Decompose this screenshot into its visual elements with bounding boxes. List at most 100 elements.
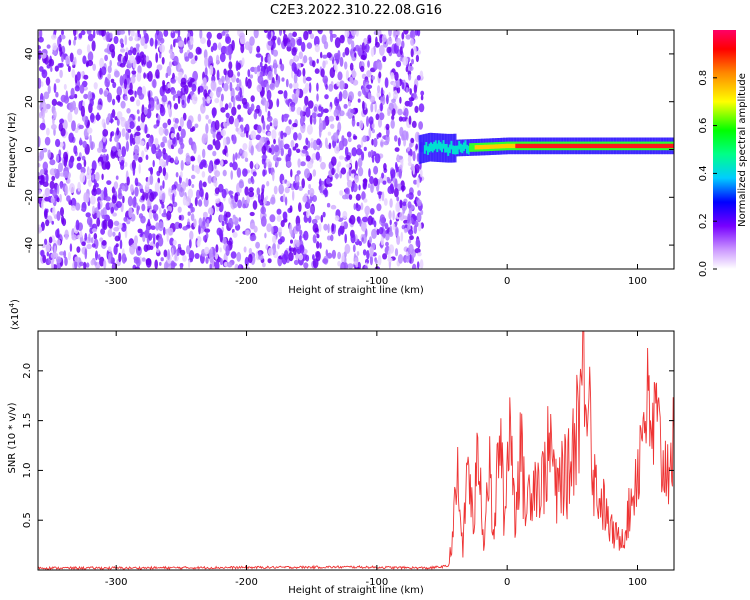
noise-speckle [214,260,220,269]
noise-speckle [401,81,405,90]
noise-speckle [415,143,419,150]
noise-speckle [200,37,206,44]
noise-speckle [187,259,191,269]
noise-speckle [284,186,290,194]
noise-speckle [179,264,183,269]
noise-speckle [405,66,409,73]
noise-speckle [198,224,201,235]
noise-speckle [363,265,368,269]
noise-speckle [362,182,367,190]
noise-speckle [39,169,45,175]
noise-speckle [267,31,272,40]
noise-speckle [184,56,190,62]
noise-speckle [249,223,256,230]
noise-speckle [317,113,323,118]
noise-speckle [38,66,44,72]
noise-speckle [299,229,303,236]
noise-speckle [272,243,276,249]
noise-speckle [385,233,390,241]
noise-speckle [80,30,86,36]
noise-speckle [295,89,300,98]
noise-speckle [378,227,384,235]
noise-speckle [245,229,250,236]
track-core [555,143,558,149]
track-core [491,144,494,149]
noise-speckle [389,219,392,226]
noise-speckle [194,253,200,259]
track-band-middle [450,140,453,150]
noise-speckle [339,110,345,117]
noise-speckle [293,247,297,256]
noise-speckle [337,228,342,237]
noise-speckle [300,116,305,127]
noise-speckle [180,128,186,139]
noise-speckle [395,161,398,169]
noise-speckle [349,62,354,71]
noise-speckle [85,212,91,218]
noise-speckle [413,84,418,94]
noise-speckle [278,184,285,195]
noise-speckle [168,187,172,197]
noise-speckle [38,45,41,50]
noise-speckle [417,190,421,197]
noise-speckle [413,92,417,99]
noise-speckle [128,55,135,64]
noise-speckle [97,201,101,211]
noise-speckle [63,170,69,179]
noise-speckle [223,82,229,92]
noise-speckle [331,249,336,259]
noise-speckle [242,203,247,209]
noise-speckle [130,76,136,84]
track-core [549,143,552,149]
noise-speckle [403,215,408,220]
noise-speckle [288,251,294,262]
noise-speckle [56,210,61,221]
noise-speckle [332,132,339,142]
noise-speckle [252,171,257,177]
noise-speckle [260,216,267,227]
noise-speckle [215,244,219,253]
noise-speckle [396,235,401,246]
noise-speckle [388,30,392,37]
noise-speckle [63,250,67,259]
noise-speckle [145,258,152,268]
noise-speckle [356,122,360,127]
noise-speckle [378,118,382,128]
noise-speckle [368,168,371,178]
track-core [637,143,640,149]
noise-speckle [380,87,384,98]
noise-speckle [352,244,356,253]
noise-speckle [378,191,382,200]
noise-speckle [394,147,400,153]
noise-speckle [193,165,200,173]
noise-speckle [47,259,51,265]
track-core [632,143,635,149]
noise-speckle [162,136,168,143]
track-core [593,143,596,149]
noise-speckle [188,93,191,100]
noise-speckle [93,82,98,90]
track-band-middle [445,143,448,153]
noise-speckle [232,153,235,164]
noise-speckle [403,30,409,35]
noise-speckle [182,254,187,262]
noise-speckle [327,131,332,136]
noise-speckle [295,223,301,232]
noise-speckle [303,55,308,64]
noise-speckle [48,58,55,67]
noise-speckle [71,68,76,78]
noise-speckle [248,190,255,198]
noise-speckle [367,183,371,188]
noise-speckle [51,175,56,182]
noise-speckle [321,34,327,45]
noise-speckle [214,139,221,151]
noise-speckle [89,98,94,107]
noise-speckle [295,175,300,183]
noise-speckle [296,170,301,175]
noise-speckle [291,62,297,72]
noise-speckle [244,157,249,162]
noise-speckle [266,89,272,101]
noise-speckle [228,102,232,109]
noise-speckle [163,30,169,37]
noise-speckle [351,169,357,175]
